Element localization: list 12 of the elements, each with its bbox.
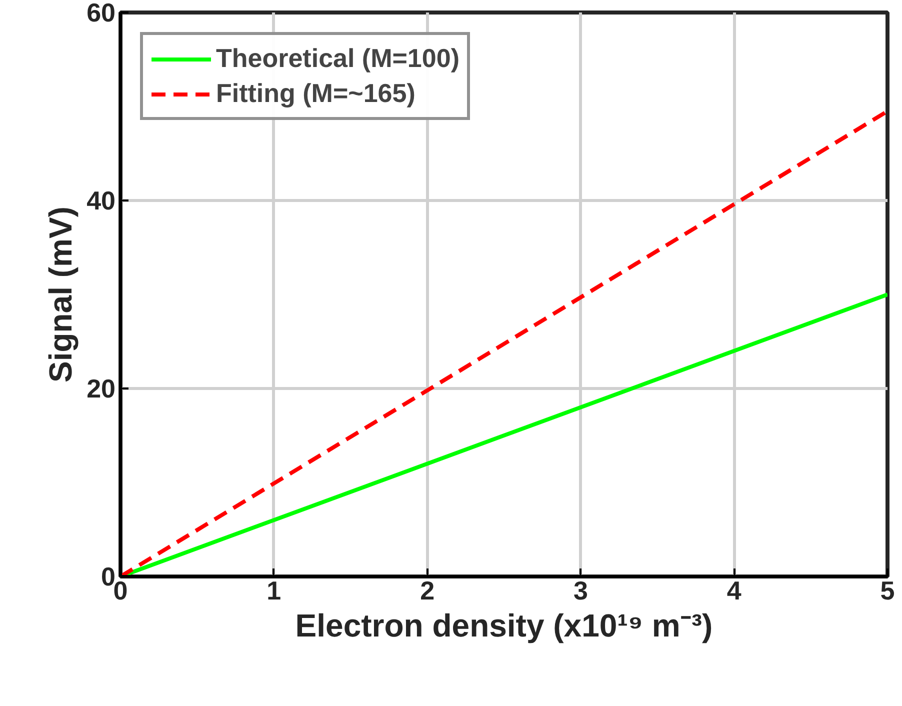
x-tick-label: 5 xyxy=(880,576,895,606)
legend-label: Theoretical (M=100) xyxy=(216,43,460,74)
x-tick-label: 1 xyxy=(266,576,282,606)
y-tick-label: 40 xyxy=(86,186,116,216)
x-tick-label: 3 xyxy=(573,576,588,606)
y-tick-label: 60 xyxy=(86,0,116,28)
x-axis-title: Electron density (x10¹⁹ m⁻³) xyxy=(295,608,713,644)
y-axis-title: Signal (mV) xyxy=(42,206,79,383)
x-tick-label: 2 xyxy=(420,576,435,606)
y-tick-label: 20 xyxy=(86,374,116,404)
legend-label: Fitting (M=~165) xyxy=(216,78,416,109)
x-tick-label: 4 xyxy=(726,576,742,606)
